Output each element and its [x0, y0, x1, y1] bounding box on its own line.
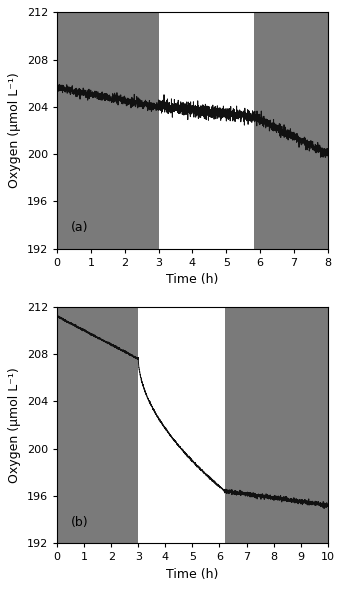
Bar [57, 307, 138, 543]
Text: (b): (b) [71, 516, 88, 529]
Bar [57, 12, 158, 249]
Y-axis label: Oxygen (μmol L⁻¹): Oxygen (μmol L⁻¹) [8, 367, 21, 483]
Bar [254, 12, 328, 249]
Bar [225, 307, 328, 543]
X-axis label: Time (h): Time (h) [166, 273, 218, 286]
Y-axis label: Oxygen (μmol L⁻¹): Oxygen (μmol L⁻¹) [8, 72, 21, 188]
X-axis label: Time (h): Time (h) [166, 568, 218, 581]
Text: (a): (a) [71, 221, 88, 234]
